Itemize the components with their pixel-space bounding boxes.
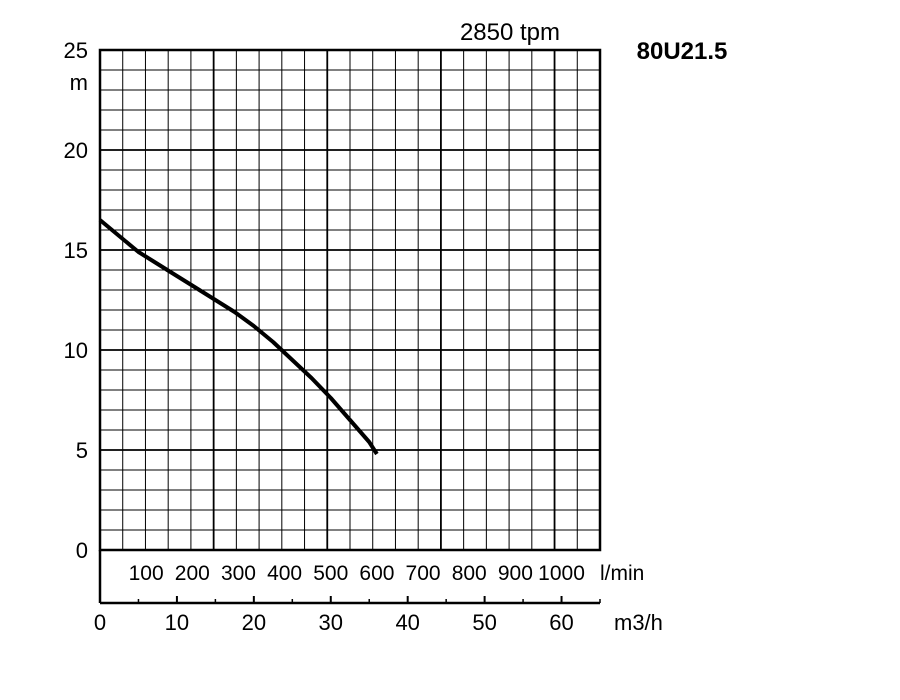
x-tick-label: 40 bbox=[395, 610, 419, 635]
x2-tick-label: 1000 bbox=[538, 562, 585, 585]
model-label: 80U21.5 bbox=[637, 38, 728, 65]
x2-tick-label: 800 bbox=[452, 562, 487, 585]
bottom-axis bbox=[98, 550, 601, 605]
y-tick-label: 15 bbox=[64, 238, 88, 263]
x2-tick-label: 200 bbox=[175, 562, 210, 585]
speed-label: 2850 tpm bbox=[460, 19, 560, 46]
x-tick-label: 30 bbox=[319, 610, 343, 635]
x-axis-unit-label: m3/h bbox=[614, 610, 663, 635]
x2-tick-label: 900 bbox=[498, 562, 533, 585]
y-tick-label: 25 bbox=[64, 38, 88, 63]
chart-grid bbox=[100, 50, 600, 550]
x2-tick-label: 700 bbox=[406, 562, 441, 585]
x-tick-label: 10 bbox=[165, 610, 189, 635]
x-tick-label: 50 bbox=[472, 610, 496, 635]
plot-frame bbox=[98, 48, 602, 552]
y-tick-label: 0 bbox=[76, 538, 88, 563]
x2-axis-unit-label: l/min bbox=[600, 562, 644, 585]
x-tick-label: 20 bbox=[242, 610, 266, 635]
x2-tick-label: 300 bbox=[221, 562, 256, 585]
x2-tick-label: 500 bbox=[313, 562, 348, 585]
y-tick-label: 10 bbox=[64, 338, 88, 363]
y-tick-labels: 0 5 10 15 20 25 bbox=[64, 38, 88, 563]
x-tick-label: 0 bbox=[94, 610, 106, 635]
y-tick-label: 20 bbox=[64, 138, 88, 163]
x-tick-labels: 0 10 20 30 40 50 60 bbox=[94, 610, 574, 635]
y-tick-label: 5 bbox=[76, 438, 88, 463]
flow-lmin-tick-labels: 100 200 300 400 500 600 700 800 900 1000 bbox=[129, 562, 585, 585]
x2-tick-label: 100 bbox=[129, 562, 164, 585]
y-axis-unit-label: m bbox=[70, 70, 88, 95]
x2-tick-label: 400 bbox=[267, 562, 302, 585]
curve-layer bbox=[98, 218, 379, 456]
x2-tick-label: 600 bbox=[359, 562, 394, 585]
pump-curve-line bbox=[98, 218, 379, 456]
x-tick-label: 60 bbox=[549, 610, 573, 635]
